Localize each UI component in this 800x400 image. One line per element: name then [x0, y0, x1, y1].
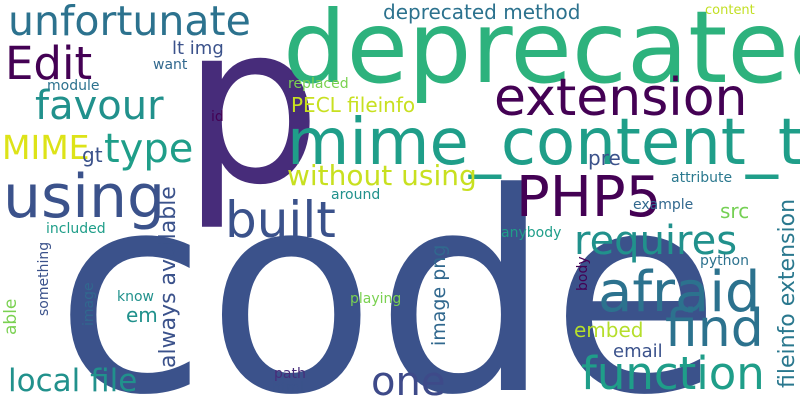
word-module: module: [47, 78, 100, 94]
word-around: around: [331, 187, 381, 203]
word-embed: embed: [574, 318, 644, 342]
word-replaced: replaced: [288, 76, 349, 92]
word-included: included: [46, 221, 106, 237]
word-know: able: [1, 298, 21, 335]
word-mime-content-type: mime_content_type: [287, 106, 800, 180]
word-python: python: [700, 253, 749, 269]
word-pecl-fileinfo: PECL fileinfo: [291, 93, 416, 117]
word-image-png: image png: [428, 244, 450, 346]
word-fileinfo-extension: fileinfo extension: [775, 198, 800, 388]
word-edit: Edit: [5, 37, 93, 90]
word-unfortunate: unfortunate: [8, 0, 251, 45]
word-requires: requires: [574, 218, 738, 264]
word-mime: MIME: [2, 128, 90, 167]
word-something: path: [274, 366, 306, 382]
word-one: one: [371, 359, 446, 400]
word-content: content: [705, 3, 755, 18]
word-favour: favour: [35, 83, 164, 129]
word-deprecated: deprecated: [283, 0, 800, 106]
word-code: code: [55, 135, 721, 400]
word-extension: extension: [494, 68, 748, 128]
word-playing: something: [36, 241, 52, 316]
word-able: playing: [350, 291, 402, 307]
word-afraid: afraid: [598, 260, 761, 325]
word-using: using: [3, 162, 166, 232]
word-built: built: [225, 191, 336, 249]
word-path: image: [81, 282, 97, 326]
word-attribute: attribute: [671, 170, 733, 186]
word-gt: gt: [82, 143, 103, 167]
word-example: example: [633, 197, 694, 213]
word-pre: pre: [588, 146, 621, 170]
word-p: p: [182, 0, 322, 233]
word-always-available: always available: [156, 186, 181, 368]
word-body: body: [575, 256, 591, 291]
word-deprecated-method: deprecated method: [383, 0, 581, 24]
word-anybody: anybody: [501, 225, 562, 241]
word-php5: PHP5: [516, 165, 662, 230]
word-local-file: local file: [8, 363, 138, 399]
word-lt-img: lt img: [172, 38, 224, 59]
word-function: function: [581, 347, 765, 400]
word-email: email: [613, 341, 663, 362]
word-want: want: [153, 57, 188, 73]
word-html: know: [117, 289, 154, 305]
word-without-using: without using: [287, 159, 477, 192]
word-image: html: [272, 380, 304, 396]
word-find: find: [665, 299, 764, 359]
word-type: type: [104, 126, 194, 172]
word-src: src: [720, 199, 750, 223]
word-em: em: [126, 303, 158, 327]
word-id: id: [211, 109, 224, 125]
